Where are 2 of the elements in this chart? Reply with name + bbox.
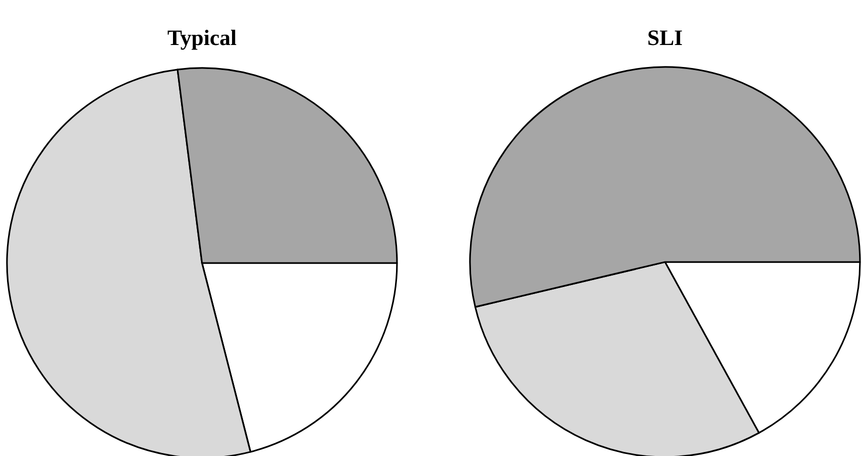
chart-title: Typical <box>167 25 237 50</box>
chart-title: SLI <box>647 25 683 50</box>
